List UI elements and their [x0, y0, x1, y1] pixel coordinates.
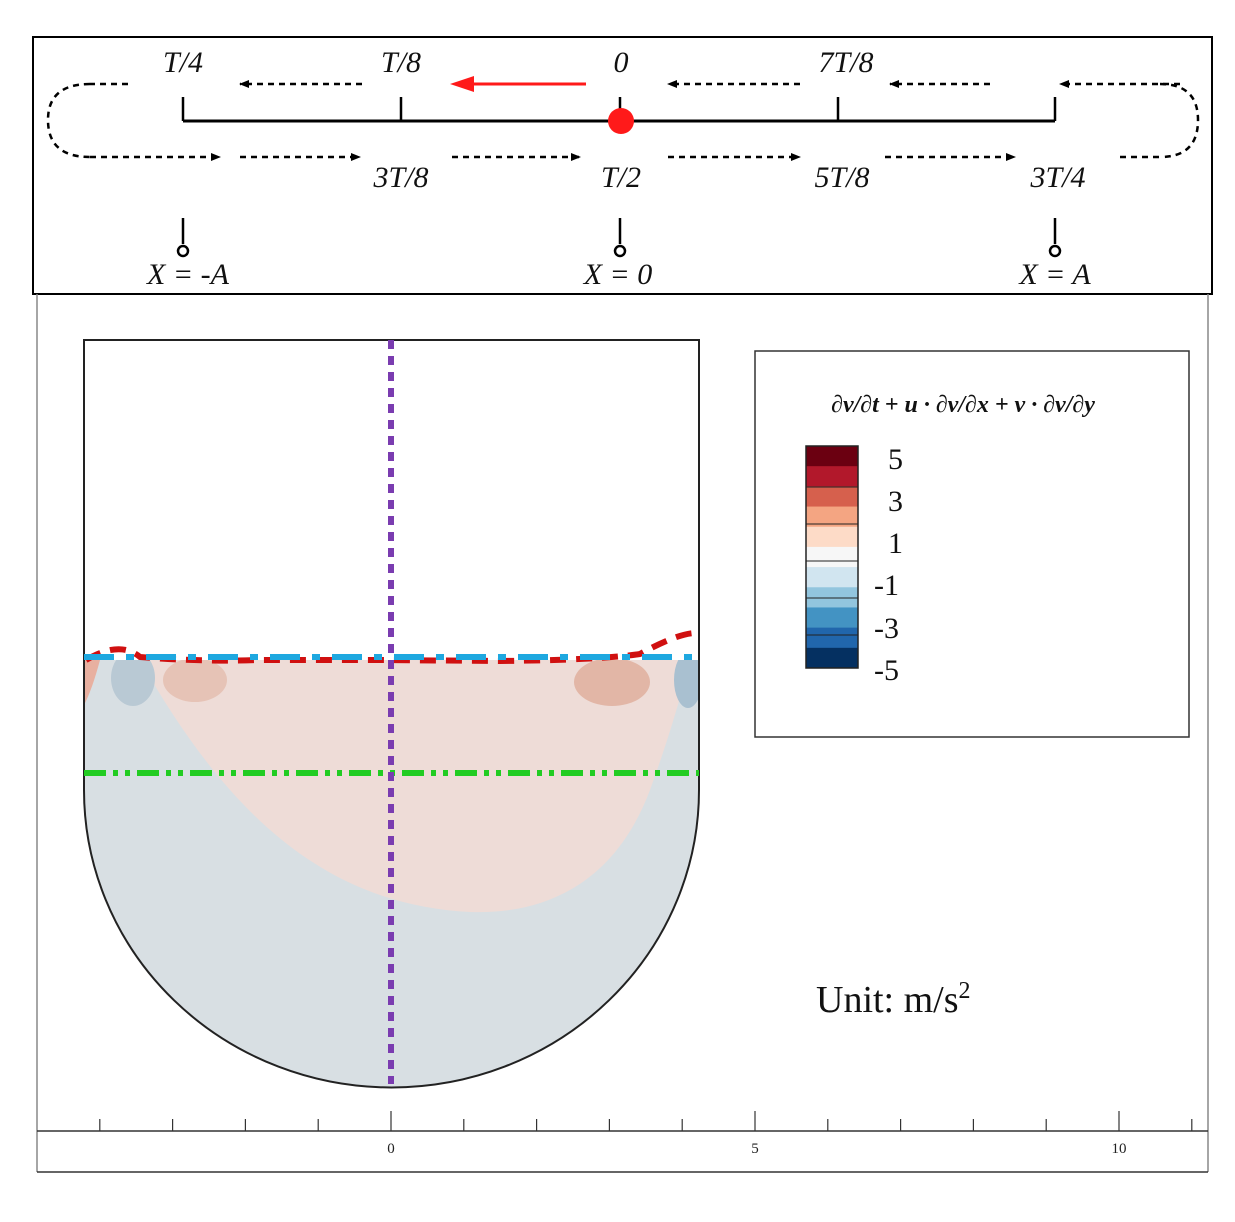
current-position-dot: [608, 108, 634, 134]
colorbar-frame: [805, 445, 859, 669]
right-return-loop: [1159, 82, 1200, 159]
colorbar-band: [806, 506, 858, 528]
negative-patch: [111, 660, 155, 706]
legend-title: ∂v/∂t + u · ∂v/∂x + v · ∂v/∂y: [831, 392, 1095, 418]
positive-patch: [163, 660, 227, 702]
phase-label-zero: 0: [614, 46, 629, 79]
unit-label-text: Unit: m/s: [816, 979, 959, 1021]
tank-outline: [83, 339, 700, 1089]
phase-label-t-quarter: T/4: [163, 46, 203, 79]
colorbar-band: [806, 466, 858, 487]
position-pin-center-head: [613, 244, 627, 258]
negative-patch: [674, 660, 699, 708]
colorbar-band: [806, 627, 858, 649]
colorbar-band: [806, 486, 858, 508]
position-pin-left-head: [176, 244, 190, 258]
contour-panel: ∂v/∂t + u · ∂v/∂x + v · ∂v/∂y 5 3 1 -1 -…: [36, 294, 1209, 1172]
colorbar-band: [806, 526, 858, 548]
colorbar-band: [806, 607, 858, 629]
x-axis: 0 5 10: [37, 1111, 1208, 1173]
position-pin-right-head: [1048, 244, 1062, 258]
colorbar-band: [806, 546, 858, 568]
motion-diagram: T/4 T/8 0 7T/8 3T/8 T/2 5T/8 3T/4 X = -A…: [32, 36, 1213, 295]
x-tick-label: 5: [751, 1141, 759, 1157]
colorbar-tick-label: 1: [888, 527, 903, 560]
phase-label-half: T/2: [601, 161, 641, 194]
x-tick-label: 10: [1112, 1141, 1127, 1157]
position-label-zero: X = 0: [583, 258, 653, 291]
phase-label-five-eighths: 5T/8: [814, 161, 869, 194]
colorbar-band: [806, 446, 858, 467]
current-direction-arrowhead: [450, 76, 474, 92]
unit-label-exponent: 2: [959, 978, 971, 1004]
position-label-a: X = A: [1018, 258, 1091, 291]
phase-label-three-eighths: 3T/8: [372, 161, 428, 194]
phase-label-three-quarters: 3T/4: [1029, 161, 1085, 194]
colorbar: [805, 445, 859, 669]
colorbar-tick-label: -1: [874, 569, 899, 602]
colorbar-tick-label: -5: [874, 654, 899, 687]
colorbar-band: [806, 647, 858, 669]
edge-patch: [84, 660, 100, 705]
phase-label-t-eighth: T/8: [381, 46, 421, 79]
x-tick-label: 0: [387, 1141, 395, 1157]
colorbar-band: [806, 567, 858, 588]
colorbar-tick-label: 3: [888, 485, 903, 518]
position-label-minus-a: X = -A: [146, 258, 230, 291]
colorbar-tick-label: -3: [874, 612, 899, 645]
unit-label: Unit: m/s2: [816, 978, 971, 1021]
positive-acceleration-region: [140, 660, 690, 913]
phase-label-seven-eighths: 7T/8: [818, 46, 873, 79]
free-surface-red-line: [84, 629, 699, 665]
colorbar-tick-label: 5: [888, 443, 903, 476]
x-axis-ticks: [99, 1111, 1193, 1131]
positive-patch: [574, 660, 650, 706]
